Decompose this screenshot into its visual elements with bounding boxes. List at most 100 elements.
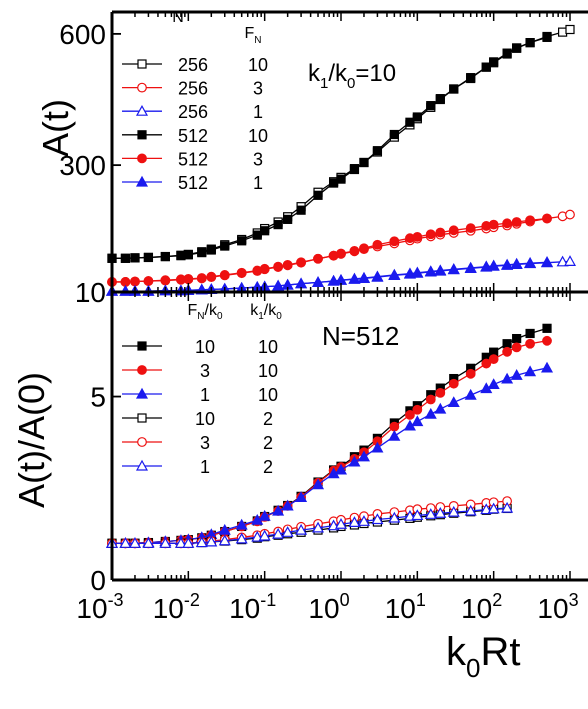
bottom-series-3-point — [510, 369, 523, 380]
bottom-legend-col1: 10 — [195, 409, 215, 429]
top-legend-col1: 512 — [178, 173, 208, 193]
top-series-5-point — [502, 218, 513, 229]
bottom-series-6-point — [334, 517, 348, 529]
top-series-4-point — [542, 32, 552, 42]
x-tick-label: 101 — [385, 590, 426, 624]
bottom-legend-col2: 2 — [263, 409, 273, 429]
top-legend-row-5: 512 3 — [122, 149, 263, 169]
top-series-5-point — [448, 225, 459, 236]
top-legend-row-3: 256 1 — [122, 102, 263, 122]
bottom-series-2-point — [481, 358, 492, 369]
top-series-4-point — [197, 248, 207, 258]
bottom-legend-header-fn-k0: FN/k0 — [187, 302, 222, 322]
bottom-series-3-point — [281, 499, 294, 511]
top-series-4-point — [313, 190, 323, 200]
bottom-series-2-point — [525, 338, 535, 349]
top-series-4-point — [206, 245, 216, 255]
top-series-6-point — [487, 259, 500, 271]
top-annotation: k1/k0=10 — [308, 60, 396, 92]
bottom-legend-col1: 1 — [200, 385, 210, 405]
top-legend-marker — [135, 104, 149, 116]
bottom-series-6-point — [235, 532, 248, 544]
top-legend-col1: 512 — [178, 126, 208, 146]
x-tick-label: 10-1 — [229, 590, 276, 624]
x-tick-label: 102 — [461, 590, 502, 624]
top-series-4-point — [525, 38, 535, 48]
bottom-series-6-point — [295, 523, 308, 535]
top-series-4-point — [466, 73, 476, 84]
top-series-6-point — [464, 261, 477, 273]
bottom-series-3-point — [501, 372, 514, 384]
bottom-series-1-point — [512, 333, 522, 344]
top-series-5-point — [465, 223, 476, 234]
top-series-line-2 — [112, 213, 571, 283]
top-legend-col2: 1 — [253, 173, 263, 193]
top-series-4-point — [412, 112, 422, 122]
bottom-series-6-point — [388, 511, 401, 523]
top-series-6-point — [272, 279, 285, 291]
top-legend-marker — [137, 153, 147, 164]
top-series-4-point — [512, 43, 522, 53]
top-series-6-point — [348, 272, 361, 284]
top-series-6-point — [424, 265, 437, 277]
bottom-series-2-point — [435, 387, 446, 398]
top-series-3-point — [563, 255, 577, 266]
top-series-5-point — [336, 248, 346, 259]
top-series-6-point — [501, 258, 514, 270]
bottom-legend-col1: 10 — [195, 337, 215, 357]
bottom-series-6-point — [205, 535, 218, 547]
bottom-series-3-point — [334, 463, 348, 475]
top-series-4-point — [260, 226, 270, 236]
bottom-series-3-point — [258, 509, 271, 521]
top-legend-header-fn: FN — [244, 25, 261, 46]
bottom-series-2-point — [502, 346, 513, 357]
bottom-legend-row-2: 3 10 — [122, 361, 278, 381]
bottom-legend-marker — [137, 437, 147, 447]
top-series-4-point — [389, 129, 399, 140]
top-legend-col2: 1 — [253, 102, 263, 122]
bottom-series-2-point — [465, 368, 476, 379]
top-y-tick-label: 300 — [59, 150, 106, 181]
top-legend-marker — [137, 59, 147, 69]
top-legend-marker — [135, 175, 149, 187]
top-series-4-point — [359, 157, 369, 168]
top-series-4-point — [120, 253, 131, 263]
top-series-5-point — [259, 264, 270, 275]
top-series-4-point — [143, 252, 154, 263]
top-series-4-point — [336, 174, 346, 184]
top-series-4-point — [489, 57, 499, 67]
bottom-series-1-point — [542, 323, 552, 333]
top-legend-row-1: 256 10 — [122, 55, 268, 75]
bottom-series-6-point — [487, 502, 500, 514]
bottom-series-6-point — [174, 537, 187, 548]
bottom-legend-col1: 3 — [200, 361, 210, 381]
bottom-legend-marker — [137, 365, 147, 375]
bottom-legend-header-k1-k0: k1/k0 — [250, 302, 282, 322]
bottom-series-2-point — [389, 421, 400, 432]
bottom-legend-marker — [137, 341, 147, 351]
bottom-legend-row-4: 10 2 — [122, 409, 273, 429]
bottom-series-6-point — [403, 509, 416, 521]
bottom-series-6-point — [411, 509, 424, 521]
top-series-6-point — [312, 276, 325, 287]
bottom-series-1-point — [525, 328, 535, 339]
top-series-4-point — [130, 253, 140, 263]
bottom-series-3-point — [464, 388, 477, 400]
bottom-series-3-point — [424, 407, 437, 419]
top-y-axis-label: A(t) — [35, 99, 76, 157]
top-legend-row-4: 512 10 — [122, 126, 268, 146]
top-series-4-point — [449, 84, 459, 94]
bottom-legend-marker — [135, 459, 149, 471]
bottom-series-2-point — [511, 342, 522, 353]
x-axis-label: k0Rt — [446, 630, 520, 683]
bottom-series-2-point — [448, 378, 459, 389]
top-series-5-point — [282, 260, 293, 271]
top-legend-col1: 256 — [178, 102, 208, 122]
bottom-series-3-point — [272, 504, 285, 516]
top-y-tick-label: 600 — [59, 19, 106, 50]
bottom-series-3-point — [218, 523, 231, 535]
top-series-5-point — [296, 257, 306, 268]
top-legend-row-2: 256 3 — [122, 79, 263, 99]
